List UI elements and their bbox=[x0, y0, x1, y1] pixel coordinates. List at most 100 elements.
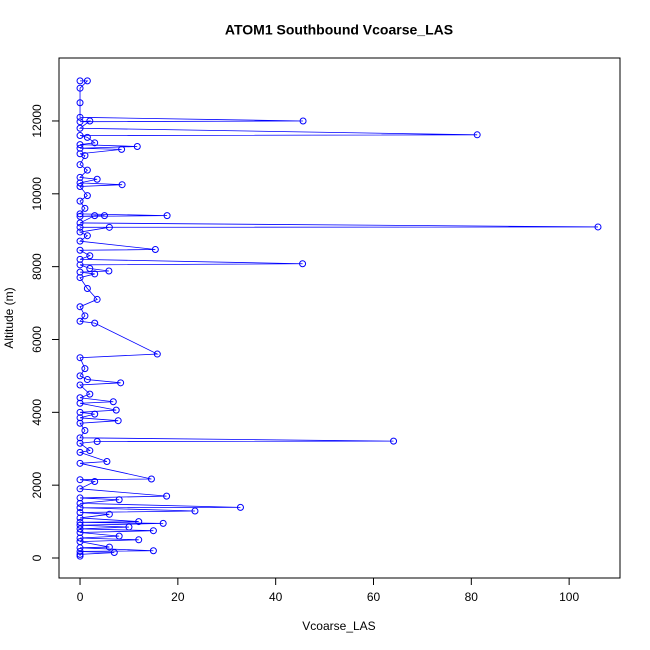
data-point bbox=[76, 529, 84, 537]
data-point bbox=[76, 399, 84, 407]
y-tick-label: 12000 bbox=[30, 104, 44, 138]
data-point bbox=[76, 354, 84, 362]
data-point bbox=[83, 166, 91, 174]
data-point bbox=[76, 223, 84, 231]
y-tick-label: 8000 bbox=[30, 253, 44, 280]
data-point bbox=[594, 223, 602, 231]
x-tick-label: 0 bbox=[77, 590, 84, 604]
data-point bbox=[91, 212, 99, 220]
x-tick-label: 80 bbox=[465, 590, 479, 604]
data-point bbox=[112, 406, 120, 414]
data-point bbox=[76, 144, 84, 152]
data-point bbox=[76, 394, 84, 402]
data-point bbox=[117, 379, 125, 387]
data-point bbox=[76, 434, 84, 442]
data-point bbox=[76, 118, 84, 126]
data-point bbox=[76, 173, 84, 181]
x-tick-label: 60 bbox=[367, 590, 381, 604]
data-point bbox=[76, 246, 84, 254]
data-point bbox=[76, 459, 84, 467]
data-point bbox=[76, 255, 84, 263]
x-tick-label: 20 bbox=[171, 590, 185, 604]
data-point bbox=[76, 518, 84, 526]
data-point bbox=[76, 485, 84, 493]
data-point bbox=[76, 521, 84, 529]
data-point bbox=[76, 179, 84, 187]
data-point bbox=[93, 295, 101, 303]
data-point bbox=[76, 150, 84, 158]
data-point bbox=[83, 77, 91, 85]
data-point bbox=[135, 518, 143, 526]
data-point bbox=[76, 161, 84, 169]
data-point bbox=[191, 507, 199, 515]
data-point bbox=[91, 139, 99, 147]
data-point bbox=[105, 543, 113, 551]
x-tick-label: 100 bbox=[559, 590, 579, 604]
data-point bbox=[91, 319, 99, 327]
data-point bbox=[76, 212, 84, 220]
data-point bbox=[135, 536, 143, 544]
data-point bbox=[86, 447, 94, 455]
data-point bbox=[76, 132, 84, 140]
data-point bbox=[115, 496, 123, 504]
data-point bbox=[76, 408, 84, 416]
data-point bbox=[76, 534, 84, 542]
data-point bbox=[473, 131, 481, 139]
data-point bbox=[110, 549, 118, 557]
y-axis-label: Altitude (m) bbox=[2, 287, 16, 348]
data-point bbox=[76, 439, 84, 447]
data-point bbox=[76, 514, 84, 522]
x-axis-label: Vcoarse_LAS bbox=[302, 619, 375, 633]
y-tick-label: 2000 bbox=[30, 471, 44, 498]
data-point bbox=[149, 527, 157, 535]
data-point bbox=[163, 492, 171, 500]
data-point bbox=[76, 504, 84, 512]
data-point bbox=[91, 410, 99, 418]
data-point bbox=[76, 84, 84, 92]
data-point bbox=[76, 228, 84, 236]
data-point bbox=[153, 350, 161, 358]
data-point bbox=[76, 494, 84, 502]
data-point bbox=[76, 381, 84, 389]
data-point bbox=[76, 141, 84, 149]
data-point bbox=[81, 312, 89, 320]
y-tick-label: 10000 bbox=[30, 177, 44, 211]
data-point bbox=[83, 192, 91, 200]
data-point bbox=[76, 372, 84, 380]
data-point bbox=[83, 285, 91, 293]
data-point bbox=[103, 457, 111, 465]
data-point bbox=[76, 544, 84, 552]
data-point bbox=[86, 390, 94, 398]
data-point bbox=[81, 365, 89, 373]
data-point bbox=[76, 303, 84, 311]
data-point bbox=[76, 508, 84, 516]
data-point bbox=[76, 124, 84, 132]
data-point bbox=[76, 525, 84, 533]
data-point bbox=[76, 197, 84, 205]
data-point bbox=[81, 204, 89, 212]
data-point bbox=[109, 398, 117, 406]
data-point bbox=[133, 142, 141, 150]
y-tick-label: 4000 bbox=[30, 399, 44, 426]
data-point bbox=[93, 437, 101, 445]
data-point bbox=[76, 499, 84, 507]
data-point bbox=[76, 552, 84, 560]
data-point bbox=[91, 478, 99, 486]
data-point bbox=[105, 223, 113, 231]
data-point bbox=[76, 77, 84, 85]
data-point bbox=[76, 237, 84, 245]
data-point bbox=[114, 417, 122, 425]
data-point bbox=[118, 181, 126, 189]
data-point bbox=[151, 246, 159, 254]
data-point bbox=[115, 532, 123, 540]
data-point bbox=[76, 113, 84, 121]
data-point bbox=[159, 519, 167, 527]
plot-box bbox=[58, 57, 621, 579]
data-point bbox=[76, 419, 84, 427]
data-point bbox=[86, 252, 94, 260]
data-point bbox=[86, 117, 94, 125]
data-point bbox=[76, 210, 84, 218]
data-line bbox=[78, 80, 598, 557]
data-point bbox=[149, 547, 157, 555]
data-point bbox=[76, 547, 84, 555]
